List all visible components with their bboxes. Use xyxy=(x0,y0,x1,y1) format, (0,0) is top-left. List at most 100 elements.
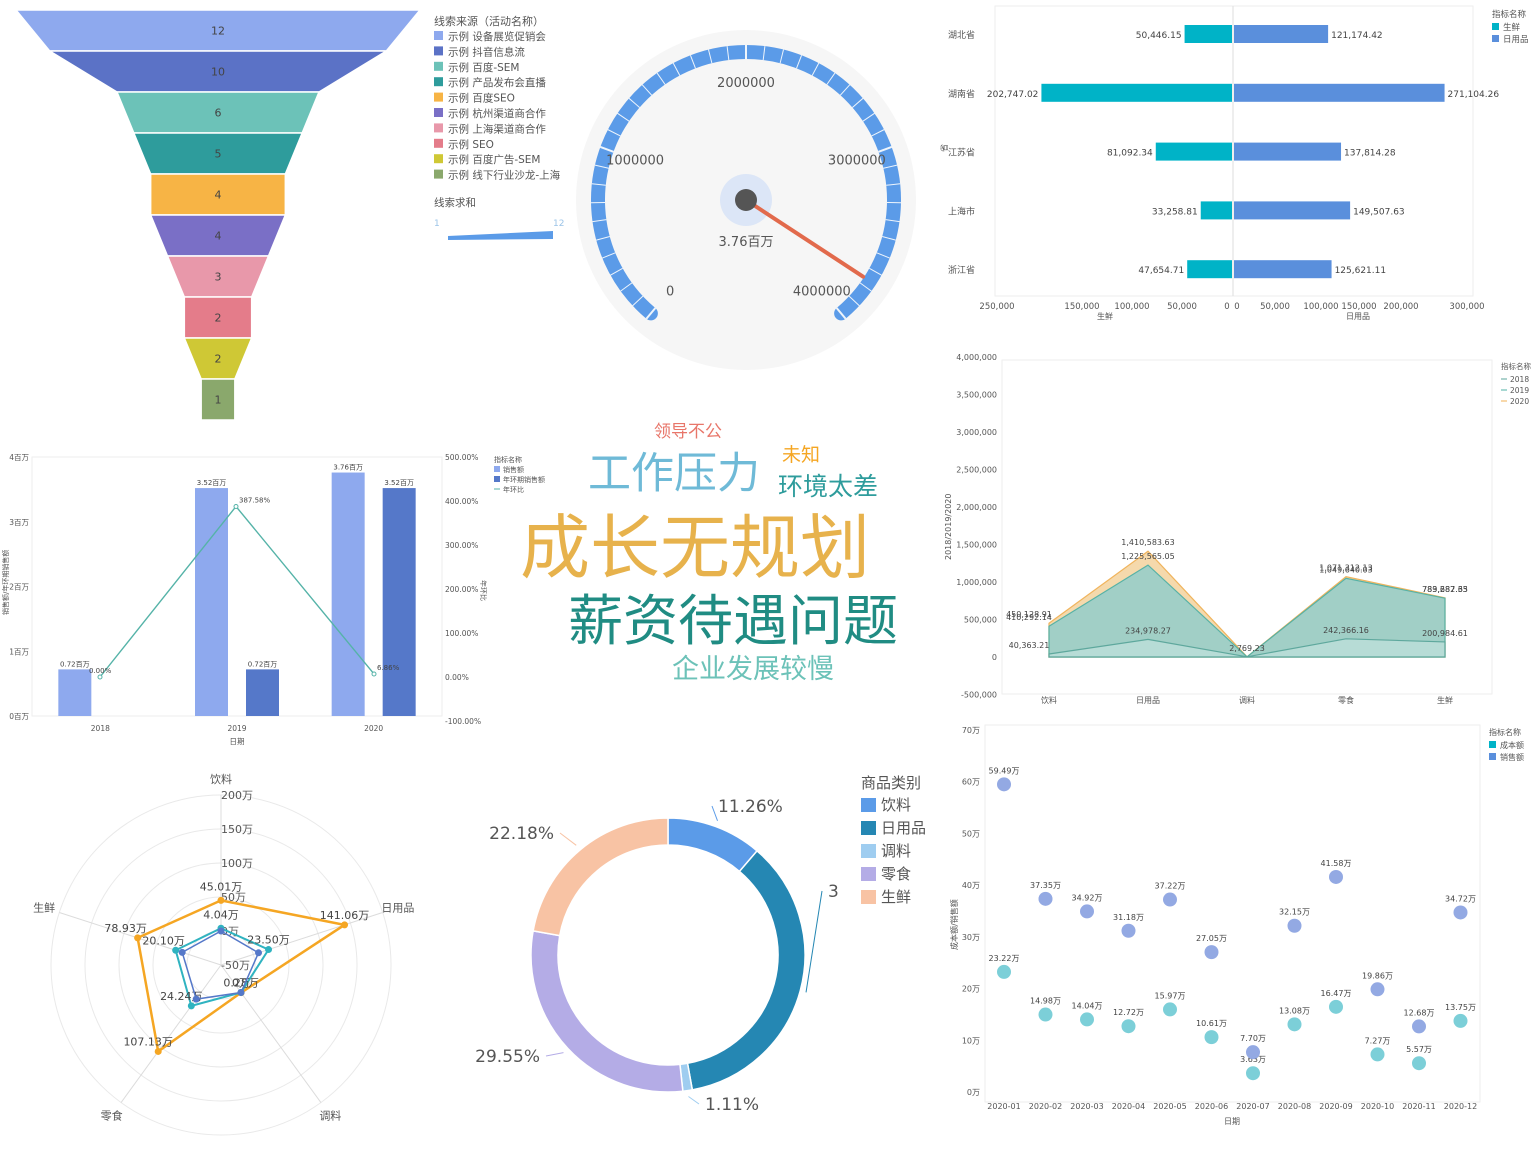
scatter-point xyxy=(1412,1019,1426,1034)
scatter-point xyxy=(997,777,1011,792)
butterfly-right-value: 137,814.28 xyxy=(1344,149,1396,159)
area-data-label: 1,225,565.05 xyxy=(1121,552,1174,561)
donut-legend-swatch xyxy=(861,844,876,858)
gauge-tick xyxy=(839,84,851,96)
area-data-label: 410,292.14 xyxy=(1006,613,1052,622)
radar-axis-label: 日用品 xyxy=(381,902,414,915)
radar-point-label: 141.06万 xyxy=(320,909,370,922)
scatter-point xyxy=(997,964,1011,979)
radar-point-label: 4.04万 xyxy=(203,908,239,921)
butterfly-bar-right xyxy=(1234,83,1445,102)
combo-line-point xyxy=(371,671,377,677)
area-legend-title: 指标名称 xyxy=(1501,361,1531,371)
butterfly-bar-right xyxy=(1234,142,1342,161)
combo-legend-item: 年环期销售额 xyxy=(503,475,545,484)
gauge-tick xyxy=(591,183,606,186)
donut-legend-item: 零食 xyxy=(881,865,911,883)
area-y-tick: 3,000,000 xyxy=(956,428,997,437)
scatter-y-tick: 10万 xyxy=(962,1036,980,1045)
scatter-point-label: 37.22万 xyxy=(1155,882,1186,891)
funnel-legend-item: 示例 上海渠道商合作 xyxy=(448,122,546,135)
donut-legend-swatch xyxy=(861,798,876,812)
butterfly-left-value: 47,654.71 xyxy=(1138,266,1184,276)
scatter-point-label: 13.08万 xyxy=(1279,1006,1310,1015)
area-y-tick: 500,000 xyxy=(964,616,997,625)
radar-axis-label: 零食 xyxy=(101,1108,123,1122)
donut-slice-label: 11.26% xyxy=(718,797,783,817)
funnel-legend-swatch xyxy=(434,169,443,179)
gauge-tick xyxy=(848,295,860,307)
combo-right-tick: 0.00% xyxy=(445,673,469,682)
combo-legend-swatch xyxy=(494,466,500,472)
radar-point-label: 107.13万 xyxy=(123,1035,173,1048)
butterfly-right-value: 125,621.11 xyxy=(1335,266,1387,276)
gauge-tick xyxy=(656,72,666,85)
butterfly-left-value: 50,446.15 xyxy=(1136,31,1182,41)
scatter-point xyxy=(1287,918,1302,933)
combo-line-point xyxy=(233,503,239,509)
scatter-point-label: 34.92万 xyxy=(1072,893,1103,902)
donut-leader-line xyxy=(545,1052,564,1057)
butterfly-category-label: 湖南省 xyxy=(948,88,975,100)
combo-x-tick: 2020 xyxy=(364,724,383,733)
combo-ylabel: 销售额/年环期销售额 xyxy=(1,550,10,615)
donut-legend-swatch xyxy=(861,821,876,835)
butterfly-frame xyxy=(994,5,1474,297)
funnel-legend-item: 示例 杭州渠道商合作 xyxy=(448,107,546,120)
funnel-legend-item: 示例 线下行业沙龙-上海 xyxy=(448,169,561,182)
donut-legend-item: 饮料 xyxy=(881,796,911,814)
scatter-x-tick: 2020-11 xyxy=(1402,1102,1435,1111)
gauge-tick xyxy=(708,49,713,64)
radar-series xyxy=(136,899,348,1054)
scatter-point-label: 16.47万 xyxy=(1321,989,1352,998)
scatter-point xyxy=(1453,905,1468,920)
radar-point xyxy=(341,921,349,929)
word-cloud-word: 成长无规划 xyxy=(520,507,870,589)
scatter-point xyxy=(1329,999,1343,1014)
donut-leader-line xyxy=(711,805,719,822)
scatter-point xyxy=(1453,1013,1468,1028)
gauge-tick xyxy=(645,307,657,320)
area-data-label: 2,769.23 xyxy=(1229,644,1265,653)
donut-legend-item: 生鲜 xyxy=(881,888,911,906)
butterfly-bar-left xyxy=(1155,142,1232,161)
butterfly-category-label: 湖北省 xyxy=(948,29,975,41)
area-data-label: 1,071,312.13 xyxy=(1319,564,1372,573)
butterfly-left-xlabel: 生鲜 xyxy=(1097,311,1113,321)
combo-legend-item: 销售额 xyxy=(503,465,524,474)
gauge-tick xyxy=(607,129,621,137)
funnel-value-label: 1 xyxy=(215,394,222,407)
gauge-tick xyxy=(628,97,640,108)
scatter-x-tick: 2020-09 xyxy=(1319,1102,1352,1111)
donut-slice xyxy=(530,929,684,1093)
scatter-point-label: 27.05万 xyxy=(1196,934,1227,943)
radar-point xyxy=(217,927,225,935)
scatter-point-label: 34.72万 xyxy=(1445,894,1476,903)
scatter-point-label: 5.57万 xyxy=(1406,1045,1432,1054)
scatter-point-label: 32.15万 xyxy=(1279,908,1310,917)
radar-axis-line xyxy=(120,964,222,1103)
butterfly-left-tick: 100,000 xyxy=(1114,302,1149,312)
butterfly-left-tick: 250,000 xyxy=(979,302,1014,312)
scatter-point-label: 15.97万 xyxy=(1155,991,1186,1000)
combo-legend-title: 指标名称 xyxy=(494,455,522,464)
word-cloud-word: 领导不公 xyxy=(654,422,722,442)
gauge-tick xyxy=(826,72,836,85)
combo-bar-sales xyxy=(195,488,228,716)
area-legend-item: 2020 xyxy=(1510,397,1529,406)
combo-x-tick: 2018 xyxy=(91,724,110,733)
gauge-tick xyxy=(594,164,609,169)
radar-axis-line xyxy=(220,911,383,966)
gauge-tick-label: 1000000 xyxy=(606,154,664,169)
scatter-y-tick: 20万 xyxy=(962,985,980,994)
gauge-tick xyxy=(869,267,882,276)
scatter-point-label: 7.70万 xyxy=(1240,1034,1266,1043)
butterfly-bar-left xyxy=(1200,201,1232,220)
funnel-value-label: 3 xyxy=(215,271,222,284)
area-y-tick: 1,500,000 xyxy=(956,541,997,550)
word-cloud-word: 工作压力 xyxy=(588,449,760,499)
combo-ylabel-right: 年环比 xyxy=(479,580,488,601)
funnel-value-label: 12 xyxy=(211,25,225,38)
scatter-x-tick: 2020-03 xyxy=(1070,1102,1103,1111)
